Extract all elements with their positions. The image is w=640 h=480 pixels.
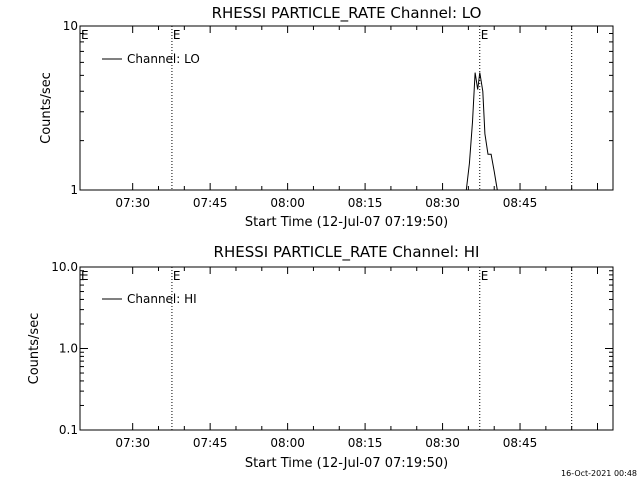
y-tick-label: 0.1 (59, 423, 78, 437)
event-marker-label: E (481, 269, 489, 283)
chart-panel-lo: RHESSI PARTICLE_RATE Channel: LO 07:30 07:… (39, 4, 614, 230)
y-tick-label: 10.0 (51, 260, 78, 274)
x-tick-label: 07:30 (115, 436, 150, 450)
event-marker-label-start: E (81, 28, 89, 42)
event-marker-label: E (481, 28, 489, 42)
y-tick-label: 10 (63, 19, 78, 33)
x-tick-label: 08:30 (425, 436, 460, 450)
y-axis-label: Counts/sec (27, 313, 42, 385)
y-tick-label: 1.0 (59, 342, 78, 356)
x-tick-label: 08:45 (503, 436, 538, 450)
legend-label: Channel: LO (127, 52, 200, 66)
x-tick-label: 08:00 (270, 436, 305, 450)
x-tick-label: 08:30 (425, 196, 460, 210)
chart-title: RHESSI PARTICLE_RATE Channel: HI (214, 243, 480, 262)
x-tick-label: 07:45 (193, 436, 228, 450)
x-tick-label: 08:45 (503, 196, 538, 210)
event-marker-label: E (173, 269, 181, 283)
footer-timestamp: 16-Oct-2021 00:48 (561, 469, 637, 478)
y-axis-label: Counts/sec (39, 72, 54, 144)
x-tick-label: 07:30 (115, 196, 150, 210)
y-tick-label: 1 (70, 183, 78, 197)
x-tick-label: 07:45 (193, 196, 228, 210)
series-line (465, 72, 498, 191)
x-axis-label: Start Time (12-Jul-07 07:19:50) (245, 215, 448, 230)
x-axis-label: Start Time (12-Jul-07 07:19:50) (245, 456, 448, 471)
chart-title: RHESSI PARTICLE_RATE Channel: LO (212, 4, 482, 23)
chart-panel-hi: RHESSI PARTICLE_RATE Channel: HI 07:30 07:… (27, 243, 614, 471)
x-tick-label: 08:00 (270, 196, 305, 210)
x-tick-label: 08:15 (348, 436, 383, 450)
event-marker-label-start: E (81, 269, 89, 283)
legend-label: Channel: HI (127, 292, 197, 306)
plot-frame (79, 25, 614, 191)
event-marker-label: E (173, 28, 181, 42)
x-tick-label: 08:15 (348, 196, 383, 210)
